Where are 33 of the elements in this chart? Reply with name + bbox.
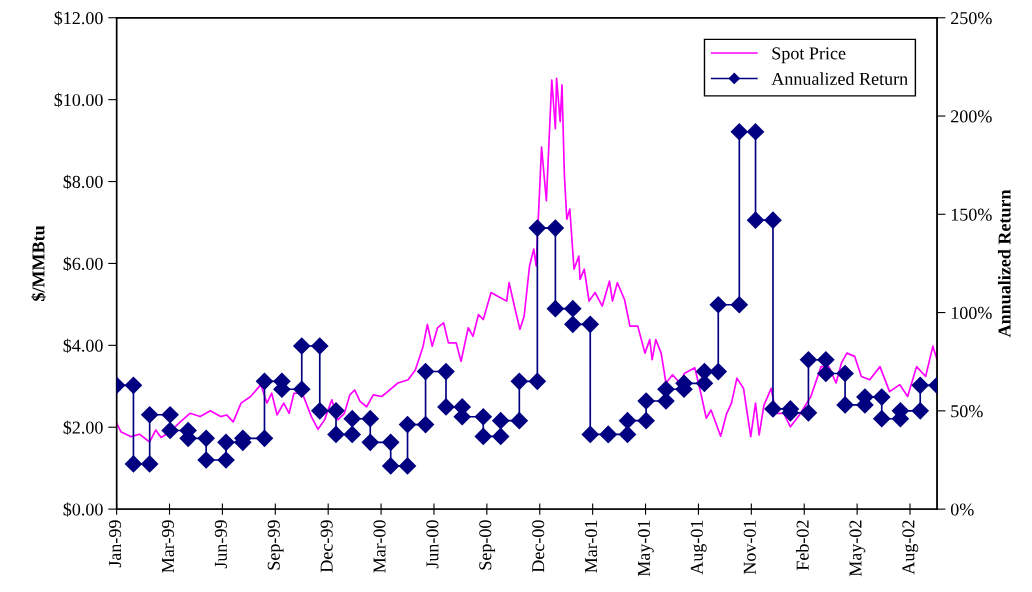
y-axis-title: $/MMBtu xyxy=(31,225,46,301)
y-tick-label: $12.00 xyxy=(54,10,103,26)
x-tick-label: Jan-99 xyxy=(109,520,122,568)
y-tick-label: $2.00 xyxy=(63,420,103,435)
x-tick-label: Sep-00 xyxy=(479,520,496,570)
x-tick-label: May-01 xyxy=(637,520,654,577)
x-tick-label: Mar-00 xyxy=(373,520,386,573)
y2-tick-label: 200% xyxy=(951,110,992,123)
y-tick-label: $8.00 xyxy=(63,174,103,190)
y-tick-label: $4.00 xyxy=(63,338,103,353)
y2-tick-label: 150% xyxy=(951,208,992,221)
x-tick-label: May-02 xyxy=(849,520,866,577)
y2-axis-title: Annualized Return xyxy=(997,189,1011,338)
x-tick-label: Dec-00 xyxy=(532,520,545,573)
x-tick-label: Feb-02 xyxy=(796,520,809,571)
y2-tick-label: 50% xyxy=(951,405,983,418)
y2-tick-label: 250% xyxy=(951,12,992,25)
y-tick-label: $10.00 xyxy=(54,92,103,108)
x-tick-label: Jun-00 xyxy=(426,520,439,569)
x-tick-label: Aug-02 xyxy=(902,520,919,575)
x-tick-label: Mar-99 xyxy=(161,520,175,573)
legend-label: Annualized Return xyxy=(771,72,908,85)
x-tick-label: Dec-99 xyxy=(320,520,333,573)
x-tick-label: Jun-99 xyxy=(214,520,227,569)
x-tick-label: Nov-01 xyxy=(743,520,756,575)
y2-tick-label: 0% xyxy=(950,503,974,516)
x-tick-label: Aug-01 xyxy=(690,520,707,575)
y2-tick-label: 100% xyxy=(951,306,992,320)
x-tick-label: Sep-99 xyxy=(267,520,284,570)
legend-label: Spot Price xyxy=(772,47,846,64)
y-tick-label: $0.00 xyxy=(63,502,103,517)
y-tick-label: $6.00 xyxy=(63,256,103,272)
x-tick-label: Mar-01 xyxy=(584,520,598,573)
